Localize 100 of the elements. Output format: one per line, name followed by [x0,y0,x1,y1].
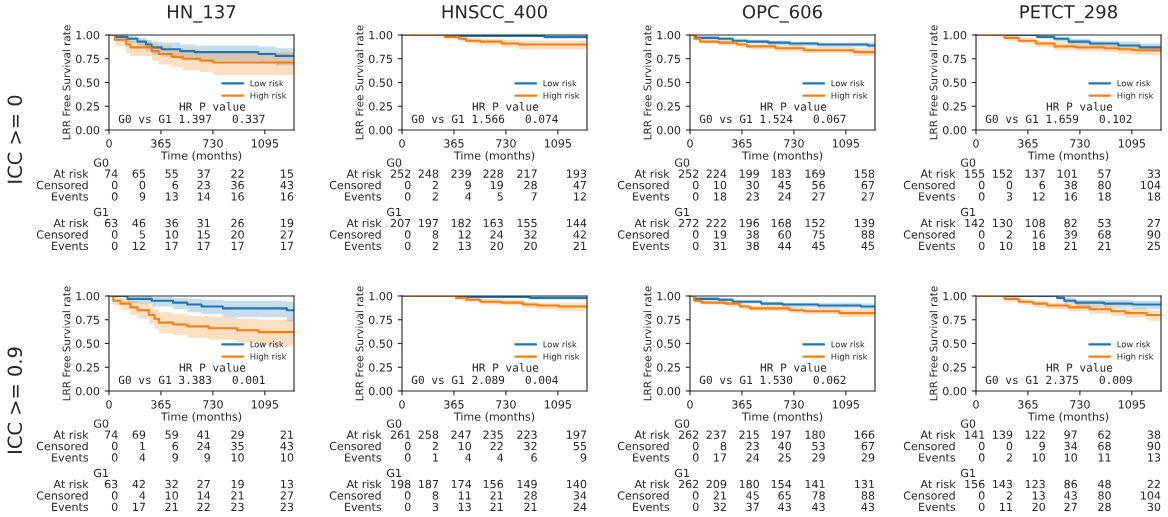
x-tick-label: 0 [399,139,405,148]
text: At risk 252 224 199 183 169 158 [634,169,875,178]
text: At risk 262 237 215 197 180 166 [634,430,875,439]
annotation: G0 vs G1 1.530 0.062 [699,375,846,385]
annotation: G0 vs G1 1.524 0.067 [699,114,846,124]
chart-title: PETCT_298 [1020,4,1117,23]
y-tick-label: 0.50 [75,78,100,87]
text: Events 0 17 21 22 23 23 [52,502,294,512]
text: Censored 0 2 9 19 28 47 [329,180,587,190]
text: ICC >= 0.9 [7,347,23,453]
y-tick-label: 0.00 [75,125,100,135]
legend-label: High risk [543,353,580,362]
x-axis-title: Time (months) [741,412,823,423]
x-tick-label: 1095 [544,400,571,409]
x-tick-label: 730 [496,139,516,148]
text: G1 [386,468,401,478]
text: Events 0 10 18 21 21 25 [919,241,1161,251]
text: G1 [960,468,975,478]
x-tick-label: 0 [973,139,979,148]
annotation: HR P value [1046,102,1113,111]
text: G1 [960,207,975,217]
y-tick-label: 0.25 [368,363,392,372]
y-tick-label: 0.50 [75,339,100,348]
legend-label: Low risk [1117,79,1151,87]
text: At risk 63 42 32 27 19 13 [53,479,294,489]
text: At risk 207 197 182 163 155 144 [346,218,587,228]
y-tick-label: 0.25 [656,363,680,372]
text: At risk 272 222 196 168 152 139 [634,218,875,228]
x-tick-label: 730 [784,139,804,148]
annotation: HR P value [179,102,246,111]
text: G0 [674,419,690,428]
text: Events 0 2 13 20 20 21 [345,241,586,251]
legend-label: Low risk [250,79,284,87]
text: At risk 141 139 122 97 62 38 [920,430,1161,439]
legend-label: Low risk [543,79,577,87]
x-tick-label: 365 [444,139,464,148]
text: Events 0 2 4 5 7 12 [345,192,586,201]
annotation: HR P value [760,363,827,372]
legend-label: Low risk [831,340,865,348]
x-tick-label: 730 [496,400,516,409]
y-axis-title: LRR Free Survival rate [62,286,71,401]
y-axis-title: LRR Free Survival rate [643,286,652,401]
y-tick-label: 1.00 [943,30,967,40]
x-tick-label: 730 [203,400,223,409]
annotation: HR P value [179,363,246,372]
legend-label: High risk [250,353,287,362]
y-tick-label: 0.50 [942,78,967,87]
x-tick-label: 365 [1018,400,1038,409]
y-tick-label: 0.00 [75,386,100,396]
y-tick-label: 0.25 [656,102,680,111]
text: Events 0 18 23 24 27 27 [633,192,875,201]
annotation: HR P value [760,102,827,111]
annotation: G0 vs G1 1.566 0.074 [411,114,558,124]
y-tick-label: 0.00 [656,386,681,396]
text: Censored 0 0 6 38 80 104 [903,180,1161,190]
x-axis-title: Time (months) [453,151,535,162]
y-tick-label: 0.50 [368,339,393,348]
text: At risk 262 209 180 154 141 131 [634,479,874,489]
text: G0 [386,419,402,428]
text: Censored 0 0 6 23 36 43 [36,180,294,190]
y-tick-label: 0.75 [368,315,392,325]
text: G0 [674,158,690,167]
y-axis-title: LRR Free Survival rate [643,25,652,140]
x-tick-label: 730 [1070,400,1090,409]
x-axis-title: Time (months) [741,151,823,162]
annotation: HR P value [472,102,539,111]
annotation: HR P value [1046,363,1113,372]
x-tick-label: 0 [399,400,405,409]
x-axis-title: Time (months) [453,412,535,423]
text: Censored 0 8 23 40 53 67 [617,441,875,451]
y-axis-title: LRR Free Survival rate [62,25,71,140]
text: Censored 0 2 16 39 68 90 [903,230,1161,239]
text: At risk 156 143 123 86 48 22 [920,479,1160,489]
text: ICC >= 0 [7,95,23,183]
x-tick-label: 365 [151,139,171,148]
text: Censored 0 1 6 24 35 43 [36,441,294,451]
text: G1 [674,207,689,217]
text: Events 0 9 13 14 16 16 [52,192,294,201]
text: G1 [93,468,108,478]
text: G1 [93,207,108,217]
x-tick-label: 0 [687,400,693,409]
x-tick-label: 1095 [1118,400,1145,409]
x-tick-label: 0 [973,400,979,409]
legend-label: Low risk [831,79,865,87]
x-tick-label: 1095 [832,400,859,409]
chart-title: HNSCC_400 [442,4,547,23]
y-tick-label: 1.00 [76,30,100,40]
x-tick-label: 1095 [832,139,859,148]
y-tick-label: 0.00 [942,125,967,135]
y-tick-label: 0.25 [75,363,99,372]
x-tick-label: 365 [732,139,752,148]
text: Censored 0 4 10 14 21 27 [36,491,294,500]
text: Events 0 4 9 9 10 10 [52,453,294,462]
y-tick-label: 1.00 [76,291,100,301]
text: Censored 0 19 38 60 75 88 [617,230,875,239]
text: Events 0 2 10 10 11 13 [919,453,1161,462]
text: Events 0 17 24 25 29 29 [633,453,875,462]
annotation: HR P value [472,363,539,372]
x-axis-title: Time (months) [1027,151,1109,162]
y-axis-title: LRR Free Survival rate [355,25,364,140]
